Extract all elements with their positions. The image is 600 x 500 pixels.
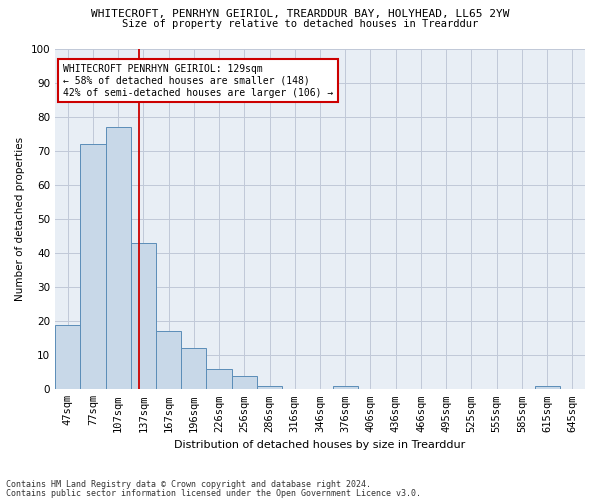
Text: Size of property relative to detached houses in Trearddur: Size of property relative to detached ho… (122, 19, 478, 29)
Text: WHITECROFT, PENRHYN GEIRIOL, TREARDDUR BAY, HOLYHEAD, LL65 2YW: WHITECROFT, PENRHYN GEIRIOL, TREARDDUR B… (91, 9, 509, 19)
Bar (80, 144, 106, 390)
Bar (106, 128, 131, 390)
Text: Contains public sector information licensed under the Open Government Licence v3: Contains public sector information licen… (6, 488, 421, 498)
Text: Contains HM Land Registry data © Crown copyright and database right 2024.: Contains HM Land Registry data © Crown c… (6, 480, 371, 489)
Bar (131, 243, 156, 390)
X-axis label: Distribution of detached houses by size in Trearddur: Distribution of detached houses by size … (175, 440, 466, 450)
Bar (181, 348, 206, 390)
Bar (535, 386, 560, 390)
Text: WHITECROFT PENRHYN GEIRIOL: 129sqm
← 58% of detached houses are smaller (148)
42: WHITECROFT PENRHYN GEIRIOL: 129sqm ← 58%… (63, 64, 333, 98)
Bar (156, 332, 181, 390)
Bar (232, 376, 257, 390)
Bar (206, 369, 232, 390)
Y-axis label: Number of detached properties: Number of detached properties (15, 137, 25, 301)
Bar (332, 386, 358, 390)
Bar (55, 324, 80, 390)
Bar (257, 386, 282, 390)
